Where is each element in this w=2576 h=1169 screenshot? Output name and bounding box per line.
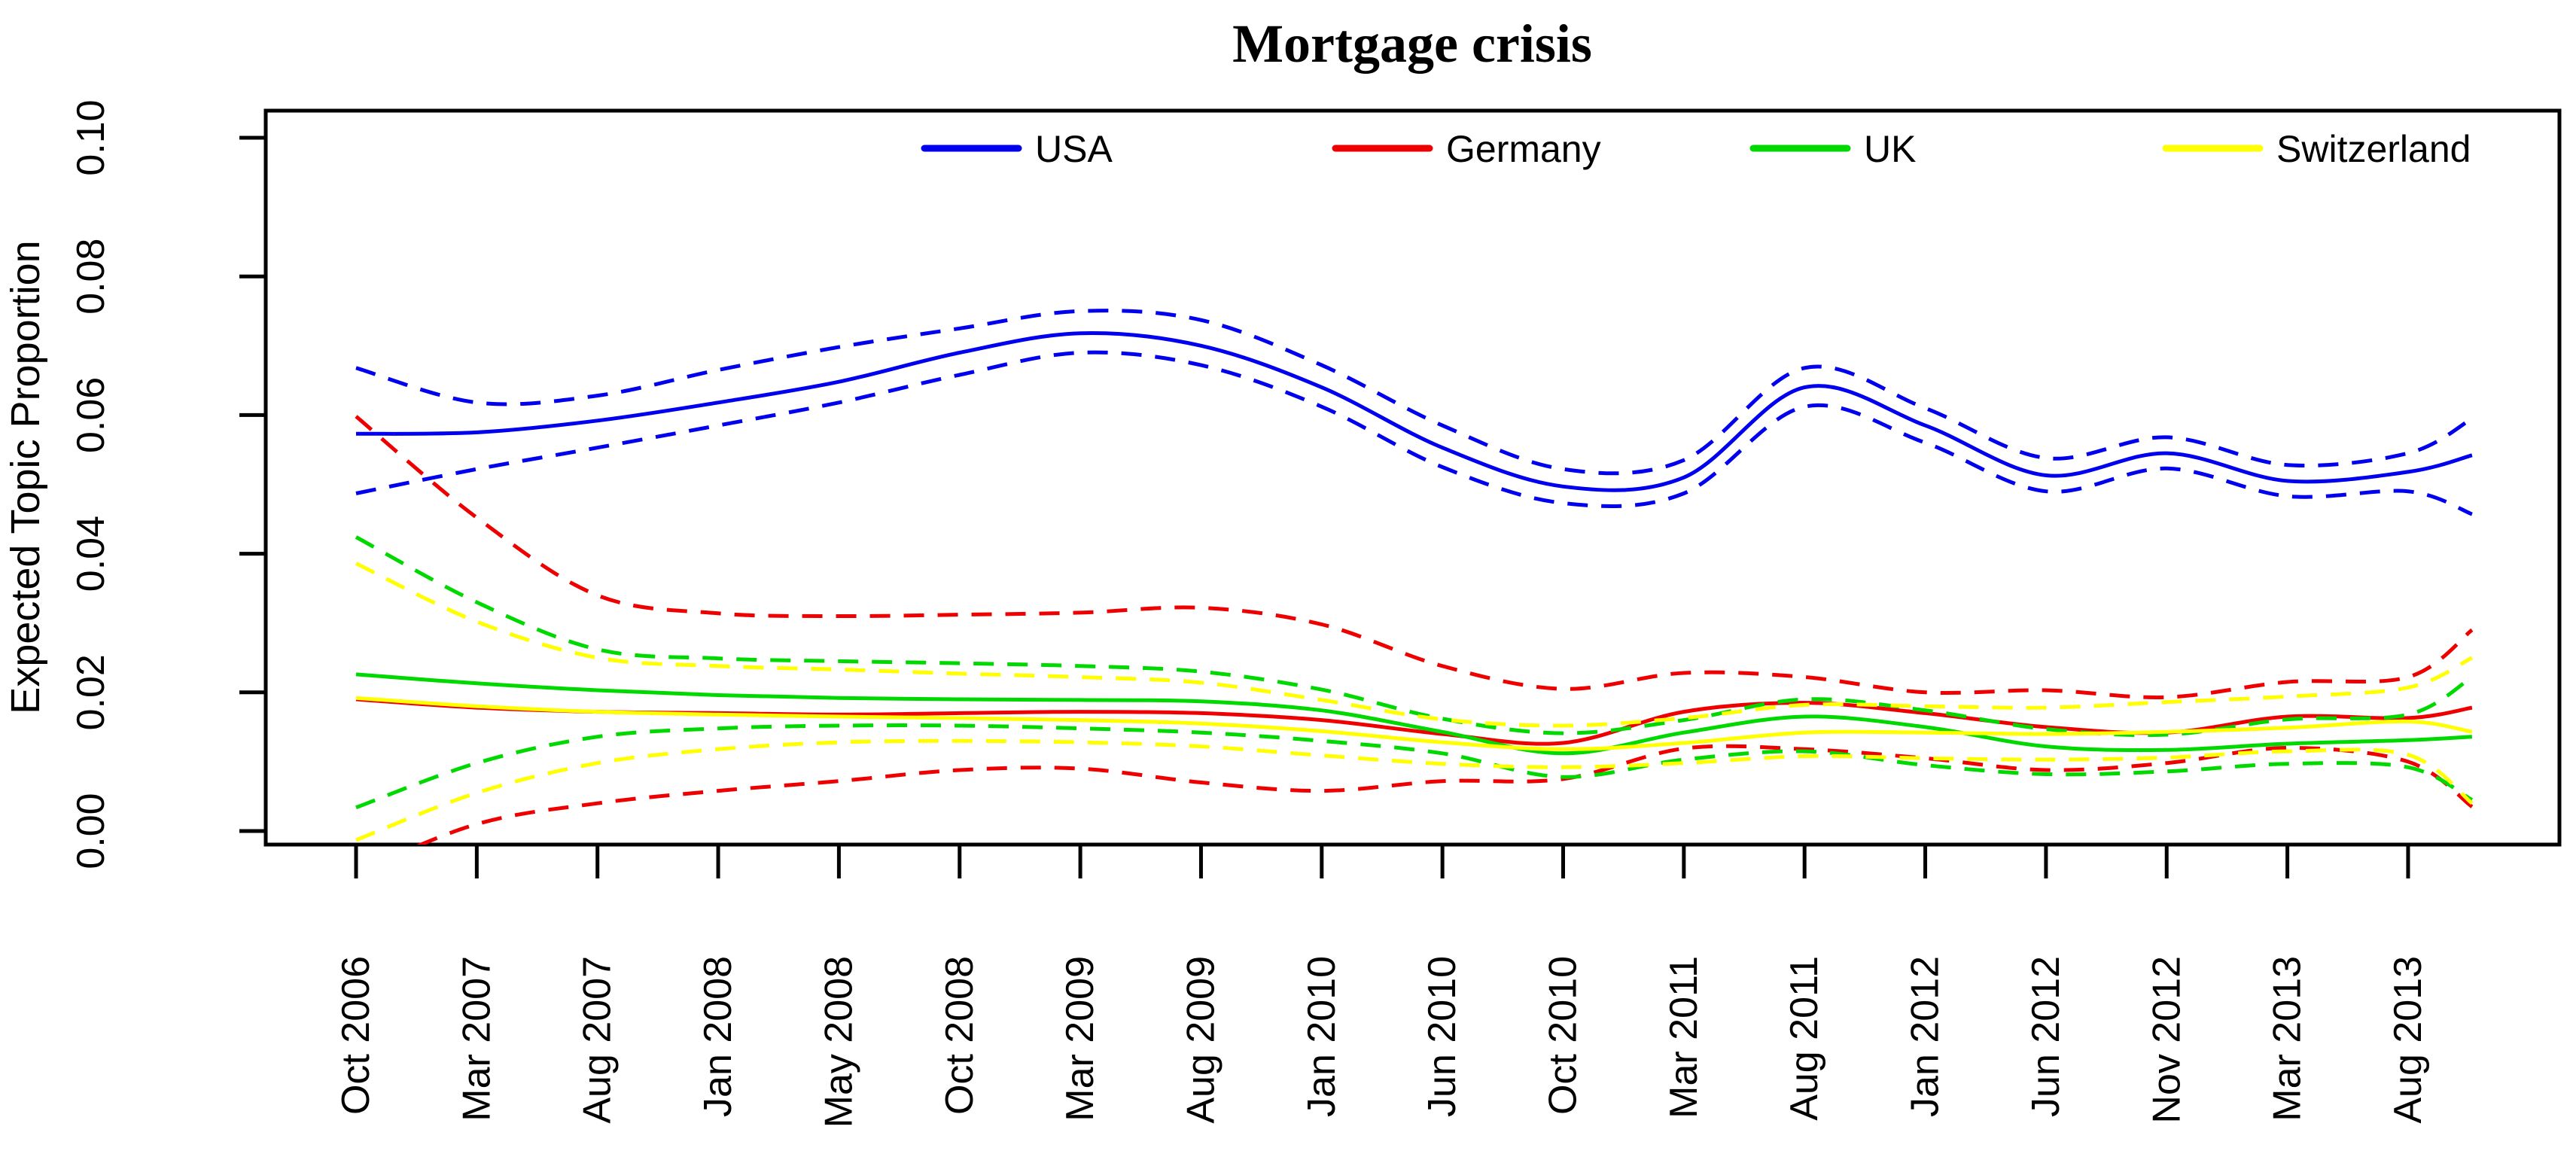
x-tick-label-mar-2007: Mar 2007 [455,956,498,1122]
legend-item-switzerland: Switzerland [2162,128,2471,170]
x-tick-label-jan-2008: Jan 2008 [696,956,740,1117]
x-tick-label-mar-2011: Mar 2011 [1662,956,1706,1119]
series-germany-lower-ci-line [416,744,2474,845]
x-tick-label-jun-2012: Jun 2012 [2024,956,2068,1117]
series-usa-upper-ci-line [355,309,2474,476]
y-tick-label: 0.10 [69,99,113,175]
x-tick-label-mar-2013: Mar 2013 [2266,956,2310,1122]
legend-label-uk: UK [1864,128,1916,170]
plot-frame [263,108,2562,847]
y-tick-label: 0.08 [69,239,113,315]
series-layer [355,309,2474,845]
legend-item-germany: Germany [1332,128,1601,170]
series-switzerland-mean-line [355,696,2473,751]
y-tick-label: 0.00 [69,793,113,869]
series-switzerland-upper-ci-line [355,562,2474,728]
chart-title: Mortgage crisis [1232,14,1592,74]
y-tick-label: 0.04 [69,516,113,592]
series-switzerland-lower-ci-line [355,738,2474,842]
x-tick-label-aug-2007: Aug 2007 [576,956,620,1124]
series-germany [355,415,2474,845]
x-tick-label-may-2008: May 2008 [817,956,860,1128]
x-axis: Oct 2006 Mar 2007 Aug 2007 Jan 2008 May 2008… [334,845,2430,1128]
x-tick-label-aug-2009: Aug 2009 [1179,956,1223,1124]
x-tick-label-aug-2011: Aug 2011 [1783,956,1826,1121]
x-tick-label-nov-2012: Nov 2012 [2145,956,2188,1124]
y-tick-label: 0.02 [69,654,113,730]
x-tick-label-jan-2010: Jan 2010 [1300,956,1344,1117]
x-tick-label-oct-2008: Oct 2008 [938,956,982,1115]
series-uk-lower-ci-line [355,723,2474,810]
series-usa [355,309,2474,516]
legend-label-germany: Germany [1446,128,1601,170]
x-tick-label-jun-2010: Jun 2010 [1420,956,1464,1117]
series-uk-mean-line [355,672,2473,756]
legend-item-usa: USA [921,128,1113,170]
y-axis-title: Expected Topic Proportion [3,240,48,714]
y-tick-label: 0.06 [69,377,113,453]
legend: USA Germany UK Switzerland [921,128,2471,170]
series-switzerland [355,562,2474,842]
series-germany-upper-ci-line [355,415,2474,699]
legend-label-switzerland: Switzerland [2276,128,2471,170]
x-tick-label-aug-2013: Aug 2013 [2386,956,2430,1124]
y-axis: 0.00 0.02 0.04 0.06 0.08 0.10 [69,99,266,869]
series-usa-lower-ci-line [355,350,2473,516]
x-tick-label-mar-2009: Mar 2009 [1058,956,1102,1122]
x-tick-label-jan-2012: Jan 2012 [1904,956,1947,1117]
series-usa-mean-line [355,330,2473,492]
series-uk-upper-ci-line [355,535,2474,738]
x-tick-label-oct-2010: Oct 2010 [1542,956,1585,1115]
legend-label-usa: USA [1035,128,1113,170]
plot-border [263,108,2562,847]
legend-item-uk: UK [1749,128,1916,170]
x-tick-label-oct-2006: Oct 2006 [334,956,378,1115]
series-uk [355,535,2474,810]
series-germany-mean-line [355,697,2473,746]
